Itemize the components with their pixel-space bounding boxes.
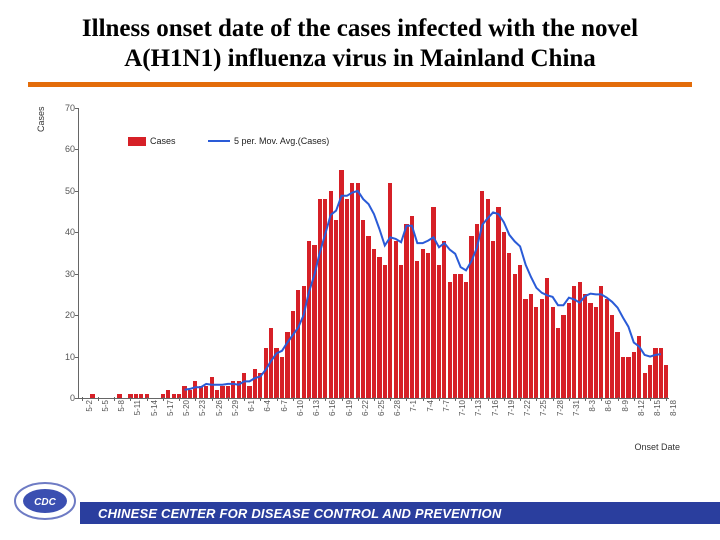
chart: Cases Onset Date Cases 5 per. Mov. Avg.(… bbox=[38, 108, 680, 438]
footer: CDC CHINESE CENTER FOR DISEASE CONTROL A… bbox=[0, 502, 720, 524]
x-tick-label: 6-22 bbox=[361, 400, 370, 416]
title-line-2: A(H1N1) influenza virus in Mainland Chin… bbox=[34, 44, 686, 74]
x-tick-label: 5-2 bbox=[85, 400, 94, 412]
x-axis-label: Onset Date bbox=[634, 442, 680, 452]
y-tick-label: 50 bbox=[51, 186, 75, 196]
y-tick-label: 40 bbox=[51, 227, 75, 237]
x-tick-label: 7-22 bbox=[523, 400, 532, 416]
x-tick-label: 7-13 bbox=[474, 400, 483, 416]
x-tick-label: 6-28 bbox=[393, 400, 402, 416]
x-ticks: 5-2 5-5 5-8 5-11 5-14 5-17 5-20 5-23 5-26 5-29 6-1… bbox=[79, 398, 669, 428]
x-tick-label: 6-1 bbox=[247, 400, 256, 412]
x-tick-label: 7-1 bbox=[409, 400, 418, 412]
x-tick-label: 7-4 bbox=[426, 400, 435, 412]
title-underline bbox=[28, 82, 692, 87]
mavg-line bbox=[185, 191, 661, 390]
x-tick-label: 5-5 bbox=[101, 400, 110, 412]
slide-title: Illness onset date of the cases infected… bbox=[0, 0, 720, 74]
x-tick-label: 5-8 bbox=[117, 400, 126, 412]
x-tick-label: 6-16 bbox=[328, 400, 337, 416]
y-tick-label: 20 bbox=[51, 310, 75, 320]
x-tick-label: 5-20 bbox=[182, 400, 191, 416]
x-tick-label: 7-7 bbox=[442, 400, 451, 412]
x-tick-label: 8-9 bbox=[621, 400, 630, 412]
y-tick-label: 10 bbox=[51, 352, 75, 362]
x-tick-label: 8-15 bbox=[653, 400, 662, 416]
x-tick-label: 6-7 bbox=[280, 400, 289, 412]
x-tick-label: 6-19 bbox=[345, 400, 354, 416]
x-tick-label: 8-18 bbox=[669, 400, 678, 416]
x-tick-label: 7-16 bbox=[491, 400, 500, 416]
y-tick-label: 60 bbox=[51, 144, 75, 154]
x-tick-label: 7-28 bbox=[556, 400, 565, 416]
x-tick-label: 6-25 bbox=[377, 400, 386, 416]
x-tick-label: 5-14 bbox=[150, 400, 159, 416]
title-line-1: Illness onset date of the cases infected… bbox=[34, 14, 686, 44]
x-tick-label: 7-25 bbox=[539, 400, 548, 416]
x-tick-label: 5-23 bbox=[198, 400, 207, 416]
plot-area: 5-25-55-85-115-145-175-205-235-265-296-1… bbox=[78, 108, 669, 399]
x-tick-label: 7-19 bbox=[507, 400, 516, 416]
footer-text: CHINESE CENTER FOR DISEASE CONTROL AND P… bbox=[80, 502, 720, 524]
x-tick-label: 5-17 bbox=[166, 400, 175, 416]
x-tick-label: 8-6 bbox=[604, 400, 613, 412]
y-axis-label: Cases bbox=[36, 106, 46, 132]
svg-text:CDC: CDC bbox=[34, 497, 56, 508]
x-tick-label: 6-10 bbox=[296, 400, 305, 416]
y-tick-label: 30 bbox=[51, 269, 75, 279]
mavg-line-layer bbox=[79, 108, 669, 398]
x-tick-label: 5-29 bbox=[231, 400, 240, 416]
x-tick-label: 5-26 bbox=[215, 400, 224, 416]
y-tick-label: 0 bbox=[51, 393, 75, 403]
x-tick-label: 5-11 bbox=[133, 400, 142, 415]
x-tick-label: 8-3 bbox=[588, 400, 597, 412]
y-tick-label: 70 bbox=[51, 103, 75, 113]
x-tick-label: 8-12 bbox=[637, 400, 646, 416]
x-tick-label: 6-13 bbox=[312, 400, 321, 416]
slide-root: Illness onset date of the cases infected… bbox=[0, 0, 720, 540]
cdc-logo-icon: CDC bbox=[10, 478, 80, 524]
x-tick-label: 6-4 bbox=[263, 400, 272, 412]
x-tick-label: 7-10 bbox=[458, 400, 467, 416]
x-tick-label: 7-31 bbox=[572, 400, 581, 416]
